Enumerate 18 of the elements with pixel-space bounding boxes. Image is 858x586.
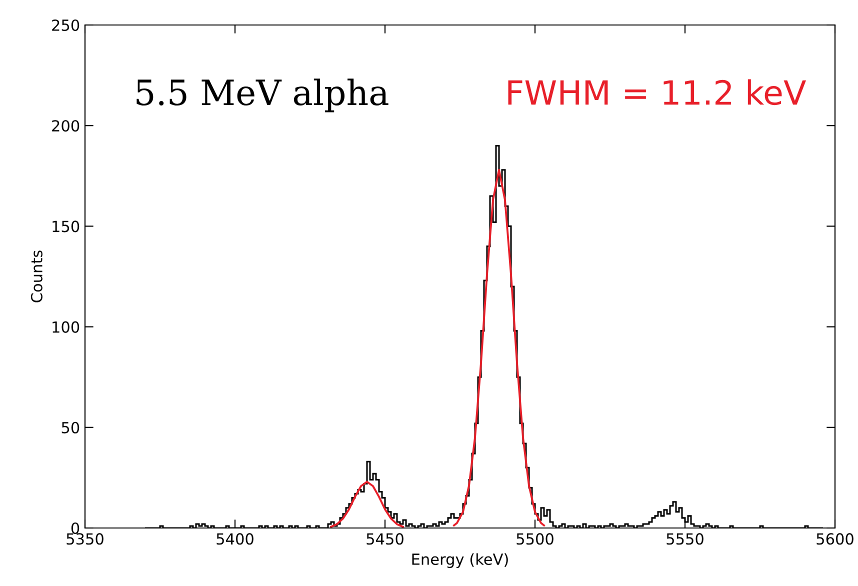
line-series: [453, 168, 545, 526]
y-tick-label: 100: [52, 321, 80, 333]
x-tick-label: 5350: [66, 533, 104, 545]
y-tick-label: 50: [62, 422, 80, 434]
y-tick-label: 200: [52, 120, 80, 132]
y-tick-label: 250: [52, 19, 80, 32]
x-tick-label: 5450: [366, 533, 404, 545]
x-tick-label: 5600: [816, 533, 854, 545]
x-tick-label: 5400: [216, 533, 254, 545]
line-series: [330, 480, 404, 528]
x-tick-label: 5550: [666, 533, 704, 545]
annotation: 5.5 MeV alpha: [136, 78, 388, 112]
y-tick-label: 0: [71, 522, 80, 534]
x-tick-label: 5500: [516, 533, 554, 545]
annotation: FWHM = 11.2 keV: [508, 79, 806, 106]
x-axis-title: Energy (keV): [412, 553, 508, 568]
y-tick-label: 150: [52, 220, 80, 232]
y-axis-title: Counts: [30, 250, 42, 302]
